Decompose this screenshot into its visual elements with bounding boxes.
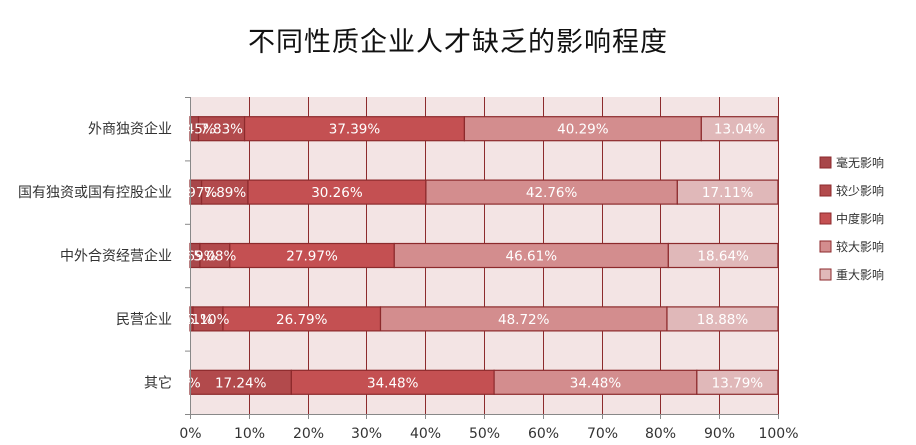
- x-tick-label: 80%: [645, 426, 676, 442]
- category-label: 国有独资或国有控股企业: [18, 184, 172, 201]
- legend-label: 重大影响: [836, 267, 884, 282]
- data-label: 5.10%: [187, 312, 230, 328]
- chart-title: 不同性质企业人才缺乏的影响程度: [248, 27, 668, 58]
- data-label: 13.04%: [714, 122, 766, 138]
- data-label: 18.64%: [697, 249, 749, 265]
- data-label: 26.79%: [276, 312, 328, 328]
- bar-segment: [290, 369, 495, 395]
- legend-label: 较少影响: [836, 183, 884, 198]
- category-label: 其它: [144, 374, 172, 391]
- x-tick-label: 20%: [293, 426, 324, 442]
- x-tick-label: 90%: [704, 426, 735, 442]
- data-label: 13.79%: [712, 375, 764, 391]
- x-tick-label: 50%: [469, 426, 500, 442]
- data-label: 42.76%: [526, 185, 578, 201]
- x-tick-label: 60%: [528, 426, 559, 442]
- bar-segment: [666, 306, 779, 332]
- category-label: 民营企业: [116, 311, 172, 328]
- data-label: 40.29%: [557, 122, 609, 138]
- data-label: 7.83%: [200, 122, 243, 138]
- data-label: 46.61%: [506, 249, 558, 265]
- data-label: 37.39%: [329, 122, 381, 138]
- legend-label: 较大影响: [836, 239, 884, 254]
- bar-segment: [425, 179, 678, 205]
- bar-segment: [463, 116, 702, 142]
- bar-segment: [696, 369, 779, 395]
- legend-swatch: [819, 156, 832, 169]
- data-label: 48.72%: [498, 312, 550, 328]
- data-label: 1.97%: [174, 185, 217, 201]
- data-label: 34.48%: [367, 375, 419, 391]
- data-label: 17.24%: [215, 375, 267, 391]
- legend-swatch: [819, 240, 832, 253]
- data-label: 1.69%: [174, 249, 217, 265]
- legend-label: 毫无影响: [836, 155, 884, 170]
- legend-swatch: [819, 212, 832, 225]
- x-tick-label: 40%: [410, 426, 441, 442]
- legend-label: 中度影响: [836, 211, 884, 226]
- bar-segment: [192, 306, 224, 332]
- x-tick-label: 10%: [234, 426, 265, 442]
- x-tick-label: 0%: [179, 426, 201, 442]
- data-label: 27.97%: [286, 249, 338, 265]
- data-label: 18.88%: [697, 312, 749, 328]
- data-label: 1.45%: [173, 122, 216, 138]
- bar-segment: [700, 116, 779, 142]
- x-tick-label: 30%: [351, 426, 382, 442]
- data-label: 7.89%: [203, 185, 246, 201]
- data-label: 34.48%: [570, 375, 622, 391]
- category-label: 中外合资经营企业: [60, 248, 172, 265]
- bar-segment: [667, 242, 779, 269]
- category-label: 外商独资企业: [88, 121, 172, 138]
- bar-segment: [393, 242, 669, 269]
- bar-segment: [197, 116, 246, 142]
- bar-segment: [189, 369, 292, 395]
- x-tick-label: 70%: [587, 426, 618, 442]
- bar-segment: [199, 242, 231, 269]
- data-label: 30.26%: [311, 185, 363, 201]
- bar-segment: [247, 179, 427, 205]
- legend-swatch: [819, 184, 832, 197]
- bar-segment: [493, 369, 698, 395]
- x-tick-label: 100%: [758, 426, 798, 442]
- bar-segment: [676, 179, 779, 205]
- data-label: 0.51%: [170, 312, 213, 328]
- bar-segment: [243, 116, 466, 142]
- data-label: 17.11%: [702, 185, 754, 201]
- legend-swatch: [819, 268, 832, 281]
- data-label: 5.08%: [193, 249, 236, 265]
